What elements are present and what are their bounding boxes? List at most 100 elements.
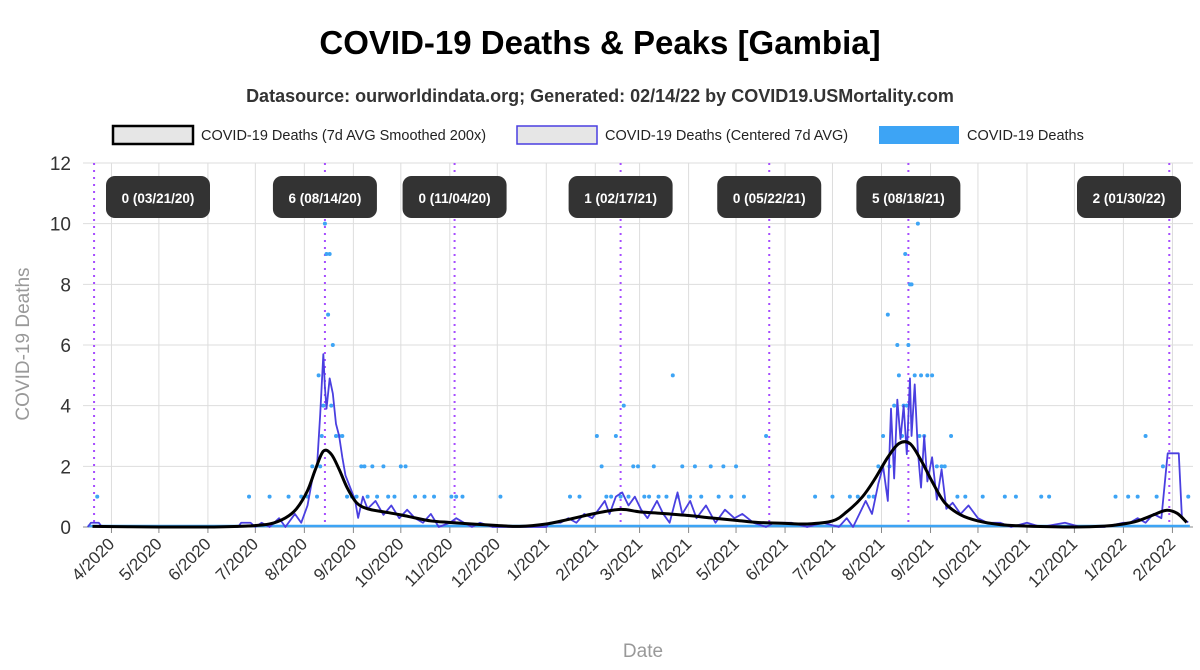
daily-death-point: [329, 403, 334, 408]
daily-death-point: [656, 494, 661, 499]
daily-death-point: [618, 494, 623, 499]
daily-death-point: [1154, 494, 1159, 499]
y-tick-label: 0: [60, 518, 71, 539]
x-tick-label: 2/2022: [1129, 534, 1179, 584]
daily-death-point: [631, 464, 636, 469]
daily-death-point: [594, 434, 599, 438]
daily-death-point: [449, 494, 454, 499]
peak-label-box: [402, 176, 507, 218]
daily-death-point: [1047, 494, 1052, 499]
daily-death-point: [830, 494, 835, 499]
chart-subtitle: Datasource: ourworldindata.org; Generate…: [246, 86, 954, 106]
peak-label-layer: 0 (03/21/20) 6 (08/14/20) 0 (11/04/20) 1 (0…: [106, 176, 1181, 218]
daily-death-point: [708, 464, 713, 469]
y-tick-label: 12: [50, 154, 71, 175]
daily-death-point: [1135, 494, 1140, 499]
daily-death-point: [454, 494, 459, 499]
legend-swatch: [516, 125, 598, 145]
x-tick-label: 10/2021: [928, 534, 985, 591]
daily-death-point: [1113, 494, 1118, 499]
daily-death-point: [324, 252, 329, 256]
x-tick-label: 5/2020: [116, 534, 166, 584]
daily-death-point: [885, 312, 890, 317]
x-tick-label: 7/2020: [212, 534, 262, 584]
daily-death-point: [354, 494, 359, 499]
daily-death-point: [95, 494, 100, 499]
daily-death-point: [906, 343, 911, 347]
x-tick-label: 3/2021: [596, 534, 646, 584]
peak-label: 6 (08/14/20): [289, 191, 362, 206]
daily-death-point: [286, 494, 291, 499]
series-layer: [87, 221, 1191, 529]
x-tick-label: 1/2021: [503, 534, 553, 584]
daily-death-point: [895, 343, 900, 347]
daily-death-point: [729, 494, 734, 499]
daily-death-point: [321, 403, 326, 408]
daily-death-point: [892, 403, 897, 408]
daily-death-point: [1013, 494, 1018, 499]
daily-death-point: [919, 373, 924, 378]
x-tick-label: 12/2021: [1024, 534, 1081, 591]
daily-death-point: [1186, 494, 1191, 499]
x-tick-label: 10/2020: [351, 534, 408, 591]
peak-label-box: [272, 176, 377, 218]
centered-avg-line: [87, 353, 1189, 528]
peak-label-box: [856, 176, 961, 218]
daily-death-point: [716, 494, 721, 499]
daily-death-point: [847, 494, 852, 499]
daily-death-point: [664, 494, 669, 499]
x-tick-label: 8/2021: [838, 534, 888, 584]
daily-death-point: [386, 494, 391, 499]
daily-death-point: [896, 373, 901, 378]
daily-death-point: [939, 464, 944, 469]
x-tick-label: 4/2020: [68, 534, 118, 584]
daily-death-point: [917, 434, 922, 438]
legend-label: COVID-19 Deaths (Centered 7d AVG): [605, 128, 848, 144]
daily-death-point: [316, 373, 321, 378]
peak-label: 0 (11/04/20): [419, 191, 491, 206]
peak-label: 2 (01/30/22): [1093, 191, 1166, 206]
daily-death-point: [734, 464, 739, 469]
peak-label-box: [1077, 176, 1181, 218]
daily-death-point: [764, 434, 769, 438]
daily-death-point: [855, 494, 860, 499]
daily-death-point: [915, 221, 920, 226]
daily-death-point: [881, 434, 886, 438]
daily-death-point: [577, 494, 582, 499]
y-axis-label: COVID-19 Deaths: [13, 267, 34, 420]
daily-death-point: [340, 434, 345, 438]
x-tick-label: 2/2021: [552, 534, 602, 584]
daily-death-point: [398, 464, 403, 469]
daily-death-point: [345, 494, 350, 499]
daily-death-point: [359, 464, 364, 469]
daily-death-point: [318, 464, 323, 469]
daily-death-point: [370, 464, 375, 469]
peak-label: 1 (02/17/21): [584, 191, 657, 206]
daily-death-point: [955, 494, 960, 499]
peak-label: 0 (03/21/20): [122, 191, 195, 206]
daily-death-point: [422, 494, 427, 499]
daily-death-point: [413, 494, 418, 499]
peak-label-box: [717, 176, 822, 218]
legend: COVID-19 Deaths (7d AVG Smoothed 200x) CO…: [111, 124, 1084, 146]
peak-label: 5 (08/18/21): [872, 191, 945, 206]
peak-label: 0 (05/22/21): [733, 191, 806, 206]
y-tick-label: 2: [60, 457, 71, 478]
x-tick-label: 6/2021: [742, 534, 792, 584]
daily-death-point: [930, 373, 935, 378]
x-tick-label: 12/2020: [447, 534, 504, 591]
peak-label-box: [568, 176, 673, 218]
y-tick-label: 8: [60, 275, 71, 296]
daily-death-point: [375, 494, 380, 499]
daily-death-point: [680, 464, 685, 469]
smoothed-avg-line: [92, 440, 1188, 529]
daily-death-point: [699, 494, 704, 499]
daily-death-point: [327, 252, 332, 256]
x-tick-label: 1/2022: [1080, 534, 1130, 584]
daily-death-point: [247, 494, 252, 499]
legend-swatch: [111, 124, 195, 146]
x-tick-label: 6/2020: [165, 534, 215, 584]
x-tick-label: 11/2020: [401, 534, 457, 590]
